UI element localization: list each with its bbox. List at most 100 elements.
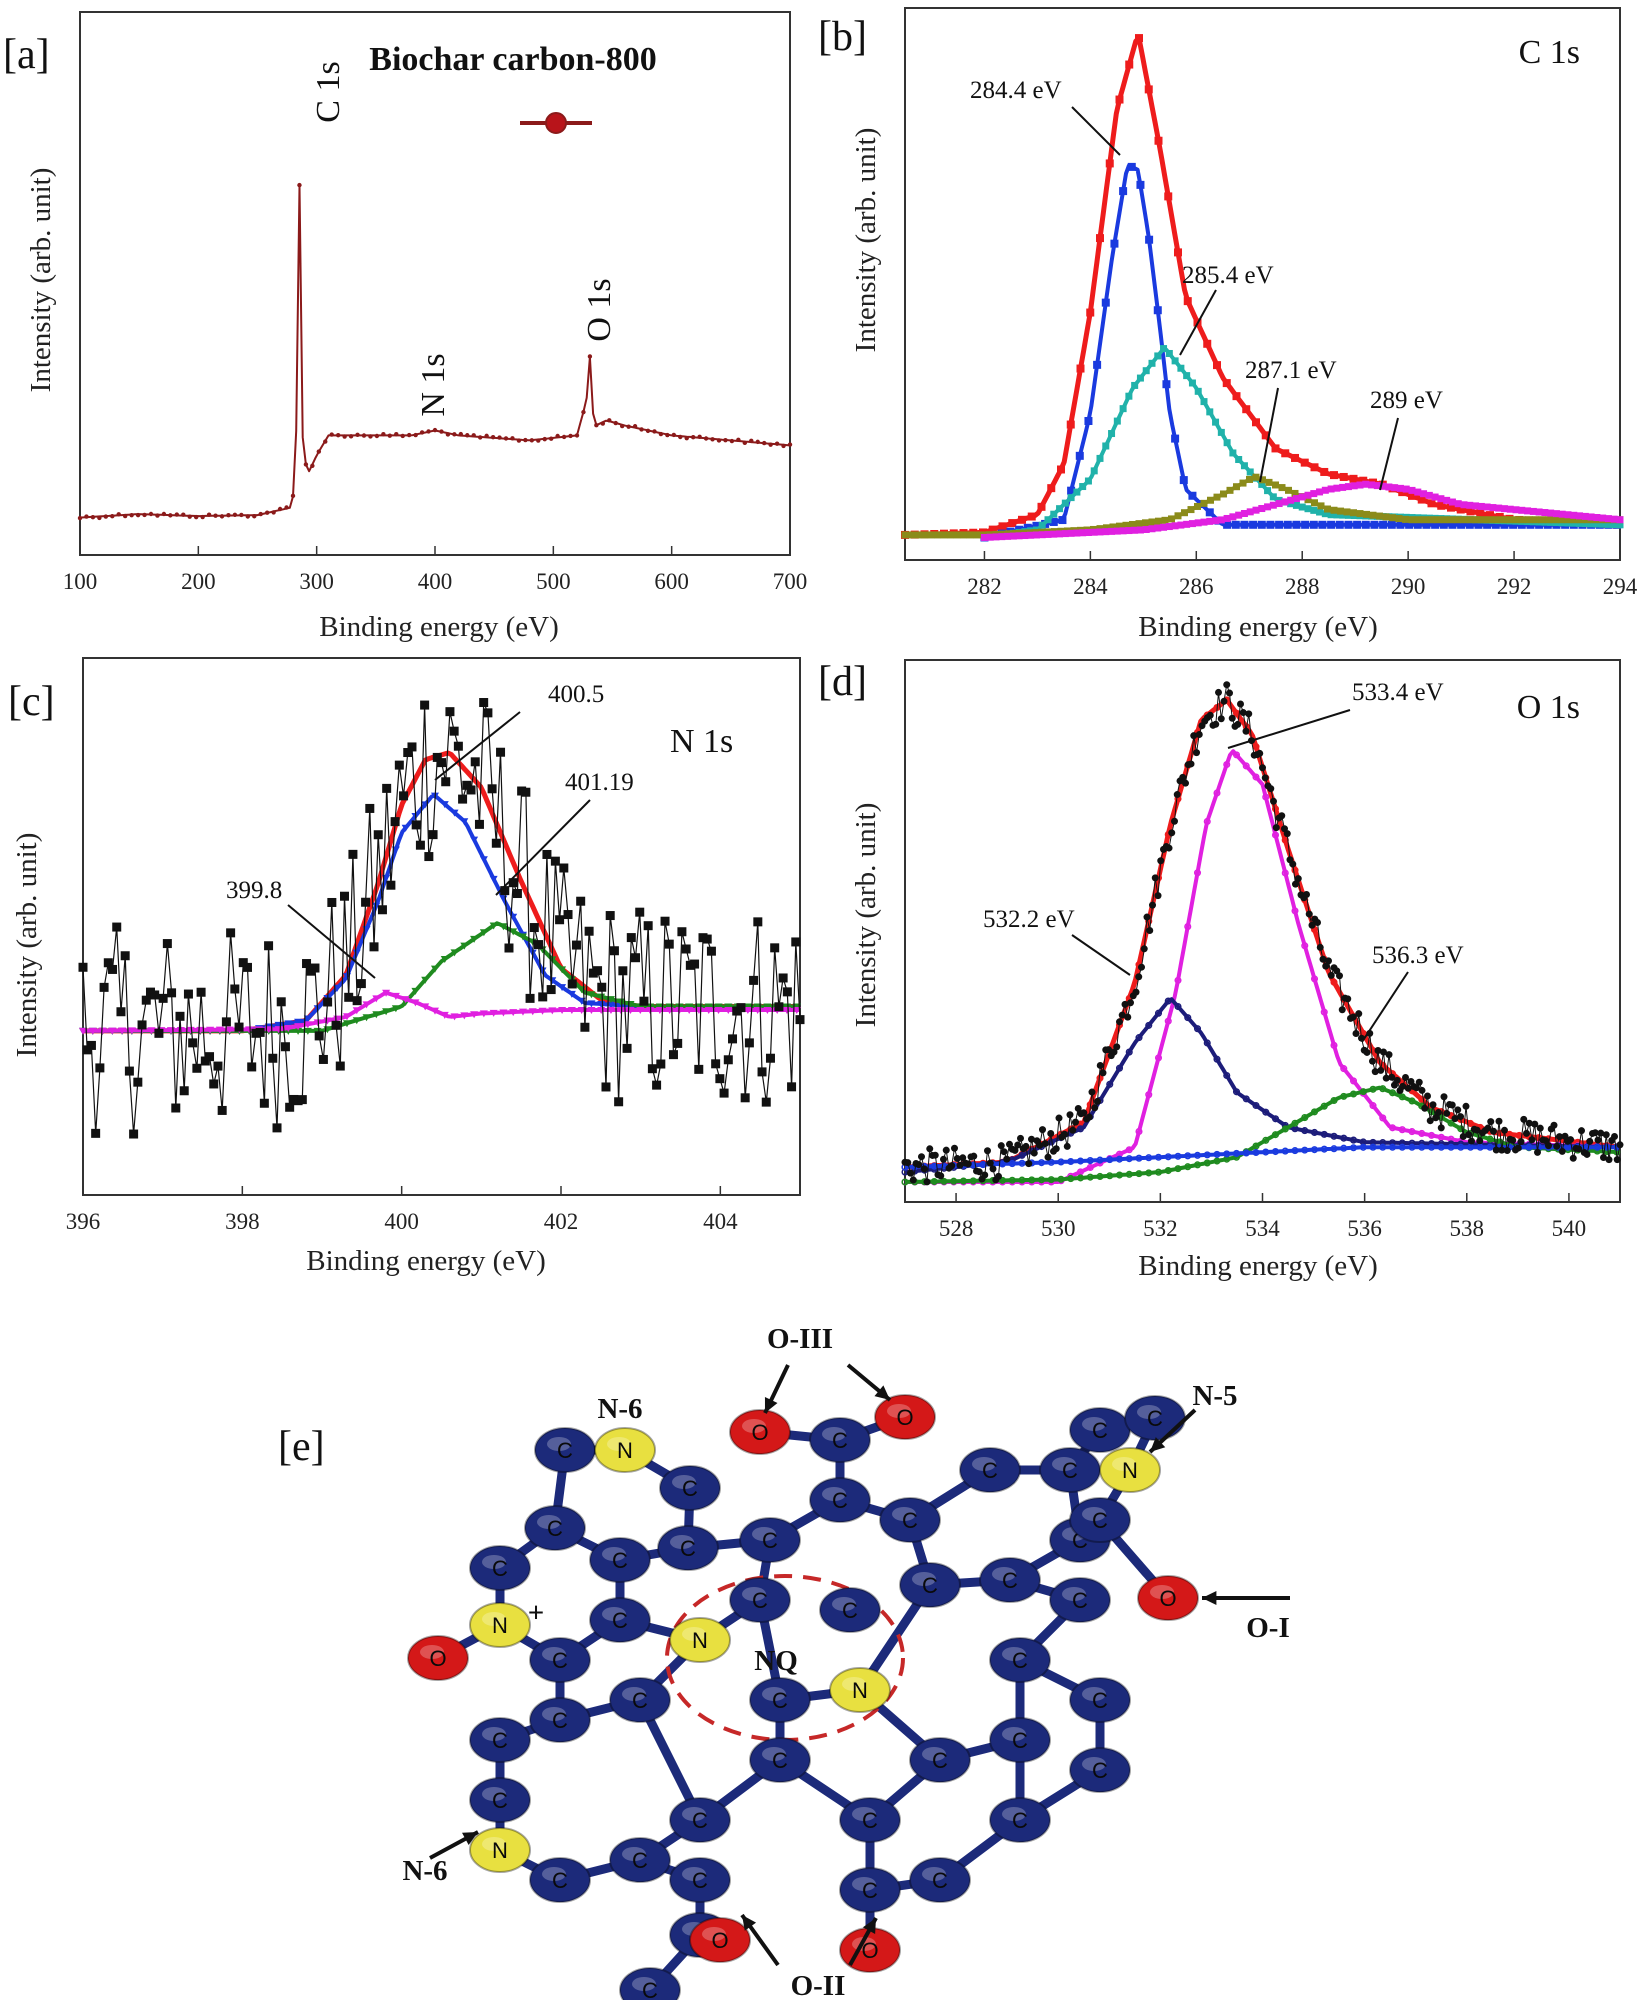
panel-b-point bbox=[1576, 519, 1584, 527]
panel-d-xlabel: Binding energy (eV) bbox=[1138, 1250, 1377, 1282]
panel-d-point bbox=[1252, 1148, 1260, 1157]
panel-d-point bbox=[1349, 1144, 1358, 1152]
carbon-atom bbox=[1069, 1497, 1131, 1543]
panel-c-xtick-label: 398 bbox=[225, 1209, 260, 1234]
panel-c-point bbox=[470, 836, 479, 844]
oxygen-atom-highlight bbox=[887, 1404, 911, 1418]
panel-d-point bbox=[1242, 1095, 1250, 1103]
panel-d-point bbox=[1184, 1152, 1192, 1160]
panel-a-point bbox=[503, 436, 509, 441]
panel-b-point bbox=[1285, 486, 1292, 494]
carbon-atom-symbol: C bbox=[932, 1748, 948, 1773]
panel-a-point bbox=[290, 493, 296, 499]
panel-b-point bbox=[1339, 483, 1347, 491]
panel-a-point bbox=[387, 433, 393, 438]
panel-d-point bbox=[1106, 1080, 1114, 1088]
panel-d-point bbox=[1310, 1108, 1319, 1116]
panel-b-arrow-289 bbox=[1379, 417, 1399, 491]
panel-b-point bbox=[1369, 511, 1377, 519]
panel-a-point bbox=[729, 438, 735, 444]
carbon-atom bbox=[529, 1857, 591, 1903]
oxygen-atom bbox=[1137, 1575, 1199, 1621]
panel-c-point bbox=[127, 1027, 136, 1035]
panel-b-point bbox=[1207, 496, 1214, 504]
panel-b-point bbox=[1304, 505, 1312, 513]
carbon-atom bbox=[819, 1587, 881, 1633]
panel-d-point bbox=[1008, 1160, 1016, 1168]
panel-b-point bbox=[1396, 520, 1405, 529]
panel-b-point bbox=[1593, 520, 1601, 528]
carbon-atom-symbol: C bbox=[642, 1978, 658, 2000]
carbon-atom bbox=[899, 1562, 961, 1608]
carbon-atom-symbol: C bbox=[1092, 1758, 1108, 1783]
panel-b-point bbox=[1129, 520, 1136, 528]
panel-b-point bbox=[1379, 520, 1388, 529]
panel-c-point bbox=[333, 1015, 342, 1023]
panel-b-point bbox=[1269, 493, 1277, 501]
carbon-atom bbox=[839, 1867, 901, 1913]
panel-d-point bbox=[1310, 1128, 1319, 1137]
panel-b-point bbox=[1604, 515, 1612, 523]
carbon-atom-highlight bbox=[682, 1807, 706, 1821]
panel-d-point bbox=[1408, 1097, 1416, 1105]
panel-b-point bbox=[1402, 515, 1409, 523]
arrow-n6-bottom-head bbox=[462, 1832, 478, 1845]
nitrogen-atom bbox=[1099, 1447, 1161, 1493]
panel-e-structure: [e] CNCCCCCNCCNCCCCNCCCCCCCCCNCCCCOOCCCC… bbox=[278, 1323, 1290, 2000]
panel-b-point bbox=[1037, 502, 1046, 511]
panel-b-point bbox=[1558, 510, 1566, 518]
panel-b-xtick-label: 288 bbox=[1285, 574, 1320, 599]
carbon-atom-symbol: C bbox=[842, 1598, 858, 1623]
panel-b-chart: [b] 282 284 286 288 290 292 294 Binding energy… bbox=[818, 7, 1638, 643]
panel-b-series-4 bbox=[980, 480, 1624, 541]
panel-d-annot-5363: 536.3 eV bbox=[1372, 942, 1464, 969]
panel-d-point bbox=[1145, 1154, 1153, 1162]
panel-c-point bbox=[606, 1001, 615, 1009]
panel-c-point bbox=[616, 1006, 625, 1014]
panel-b-point bbox=[1261, 431, 1270, 440]
panel-b-point bbox=[1287, 500, 1295, 508]
arrow-o-iii-left-head bbox=[764, 1397, 778, 1413]
panel-a-point bbox=[129, 512, 134, 518]
panel-d-point bbox=[1028, 1176, 1036, 1184]
panel-a-point bbox=[439, 429, 444, 434]
panel-b-point bbox=[1125, 60, 1134, 69]
panel-c-point bbox=[303, 1027, 312, 1035]
panel-d-series-line-1 bbox=[905, 749, 1621, 1184]
carbon-atom bbox=[524, 1505, 586, 1551]
panel-b-point bbox=[1335, 520, 1344, 529]
carbon-atom-symbol: C bbox=[612, 1608, 628, 1633]
carbon-atom-highlight bbox=[1052, 1457, 1076, 1471]
panel-c-point bbox=[714, 1006, 723, 1014]
panel-d-point bbox=[1232, 1149, 1241, 1157]
panel-d-point bbox=[1349, 1090, 1358, 1098]
panel-d-point bbox=[1291, 907, 1299, 915]
panel-b-point bbox=[1547, 509, 1555, 517]
panel-d-point bbox=[1310, 1146, 1319, 1154]
panel-c-point bbox=[479, 1010, 488, 1018]
panel-a-point bbox=[768, 442, 773, 447]
panel-b-point bbox=[1363, 510, 1370, 518]
carbon-atom-highlight bbox=[542, 1647, 566, 1661]
panel-b-point bbox=[1310, 490, 1318, 498]
panel-a-point bbox=[97, 515, 102, 521]
panel-b-arrow-287 bbox=[1259, 387, 1279, 483]
panel-a-point bbox=[710, 437, 715, 442]
panel-b-point bbox=[1086, 308, 1095, 317]
panel-b-point bbox=[1373, 482, 1381, 490]
panel-d-point bbox=[1203, 1151, 1211, 1159]
carbon-atom-highlight bbox=[602, 1547, 626, 1561]
panel-d-point bbox=[1349, 1077, 1358, 1085]
panel-d-point bbox=[1427, 1131, 1436, 1139]
panel-b-point bbox=[1229, 449, 1237, 457]
panel-b-point bbox=[908, 531, 915, 539]
panel-c-point bbox=[245, 1026, 254, 1034]
carbon-atom-highlight bbox=[670, 1535, 694, 1549]
panel-d-point bbox=[969, 1177, 977, 1185]
panel-b-point bbox=[1339, 511, 1347, 519]
carbon-atom-symbol: C bbox=[1062, 1458, 1078, 1483]
panel-b-point bbox=[1115, 95, 1124, 104]
panel-b-point bbox=[1500, 505, 1508, 513]
panel-a-point bbox=[200, 514, 205, 520]
panel-a-series-0 bbox=[77, 182, 793, 521]
